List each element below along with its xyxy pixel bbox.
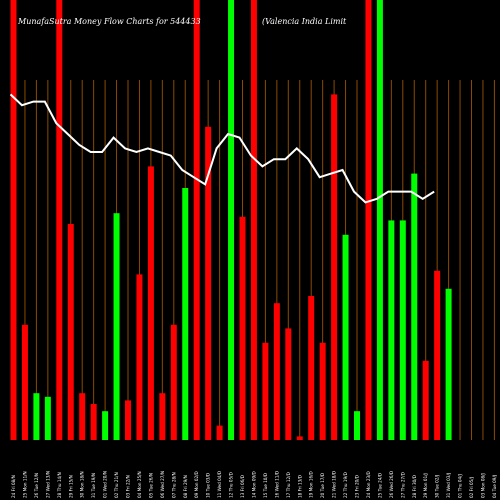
x-tick-label: 29 Mon 01/J [423, 473, 428, 498]
x-tick-label: 27 Wed 13/N [45, 471, 50, 498]
bar [296, 436, 303, 440]
bar [205, 126, 212, 441]
bar [319, 342, 326, 440]
x-tick-label: 07 Thu 28/N [171, 472, 176, 498]
bar [388, 220, 395, 440]
x-tick-label: 04 Mon 25/N [137, 471, 142, 498]
bars-group [10, 0, 452, 441]
x-tick-label: 31 Tue 19/N [91, 473, 96, 498]
bar [136, 274, 143, 440]
x-tick-label: 25 Mon 11/N [22, 471, 27, 498]
x-tick-label: 03 Fri 22/N [126, 475, 131, 498]
bar [434, 270, 441, 440]
bar [331, 94, 338, 441]
bar [285, 328, 292, 440]
x-tick-label: 19 Mon 16/D [309, 471, 314, 498]
x-tick-label: 11 Wed 04/D [217, 471, 222, 498]
bar [411, 173, 418, 440]
x-tick-labels: 24 Fri 08/N 25 Mon 11/N 26 Tue 12/N 27 Wed … [11, 471, 497, 498]
x-tick-label: 05 Tue 26/N [148, 473, 153, 498]
x-tick-label: 13 Fri 06/D [240, 475, 245, 498]
bar [90, 404, 97, 440]
x-tick-label: 26 Tue 12/N [34, 473, 39, 498]
x-tick-label: 24 Fri 08/N [11, 475, 16, 498]
bar [125, 400, 131, 440]
x-tick-label: 26 Wed 26/D [389, 471, 394, 498]
x-tick-label: 20 Tue 17/D [320, 473, 325, 498]
x-tick-label: 02 Thu 21/N [114, 472, 119, 498]
x-tick-label: 28 Fri 30/D [412, 475, 417, 498]
x-tick-label: 10 Tue 03/D [206, 473, 211, 498]
bar [228, 0, 235, 440]
bar [354, 411, 360, 440]
x-tick-label: 03 Mon 08/J [480, 473, 485, 498]
bar [308, 296, 315, 440]
bar [44, 396, 51, 440]
x-tick-label: 29 Fri 15/N [68, 475, 73, 498]
x-tick-label: 22 Thu 19/D [343, 472, 348, 498]
x-tick-label: 04 Tue 09/J [492, 475, 497, 498]
chart-title-left: MunafaSutra Money Flow Charts for 544433 [17, 17, 201, 26]
x-tick-label: 08 Fri 29/N [183, 475, 188, 498]
money-flow-line [9, 93, 435, 204]
bar [102, 411, 109, 440]
bar [250, 0, 257, 440]
bar [399, 220, 406, 440]
bar [67, 224, 74, 440]
bar [365, 0, 372, 440]
bar [10, 0, 17, 440]
bar [21, 324, 28, 440]
x-tick-label: 14 Mon 09/D [251, 471, 256, 498]
x-tick-label: 21 Wed 18/D [332, 471, 337, 498]
x-tick-label: 30 Mon 18/N [80, 471, 85, 498]
x-tick-label: 30 Tue 02/J [435, 475, 440, 498]
x-tick-label: 28 Thu 14/N [57, 472, 62, 498]
bar [342, 234, 349, 440]
x-tick-label: 01 Wed 20/N [103, 471, 108, 498]
x-tick-label: 09 Mon 02/D [194, 471, 199, 498]
bar [79, 393, 86, 440]
bar [113, 213, 120, 440]
bar [159, 393, 166, 440]
bar [273, 303, 280, 440]
x-tick-label: 24 Mon 23/D [366, 471, 371, 498]
bar [422, 360, 429, 440]
x-tick-label: 12 Thu 05/D [229, 472, 234, 498]
bar [170, 324, 177, 440]
bar [193, 0, 200, 440]
bar [147, 166, 154, 440]
x-tick-label: 17 Thu 12/D [286, 472, 291, 498]
bar [182, 188, 189, 440]
bar [262, 342, 269, 440]
chart-title-right: (Valencia India Limit [262, 17, 347, 26]
bar [376, 0, 383, 440]
x-tick-label: 06 Wed 27/N [160, 471, 165, 498]
bar [239, 216, 246, 440]
x-tick-label: 27 Thu 27/D [400, 472, 405, 498]
bar [445, 288, 452, 440]
x-tick-label: 31 Wed 03/J [446, 473, 451, 498]
x-tick-label: 25 Tue 24/D [377, 473, 382, 498]
x-tick-label: 15 Tue 10/D [263, 473, 268, 498]
bar [216, 425, 223, 440]
x-tick-label: 18 Fri 13/D [297, 475, 302, 498]
bar [56, 0, 63, 440]
x-tick-label: 01 Thu 04/J [458, 474, 463, 498]
x-tick-label: 02 Fri 05/J [469, 477, 474, 498]
bar [33, 393, 40, 440]
x-tick-label: 23 Fri 20/D [355, 475, 360, 498]
x-tick-label: 16 Wed 11/D [274, 471, 279, 498]
